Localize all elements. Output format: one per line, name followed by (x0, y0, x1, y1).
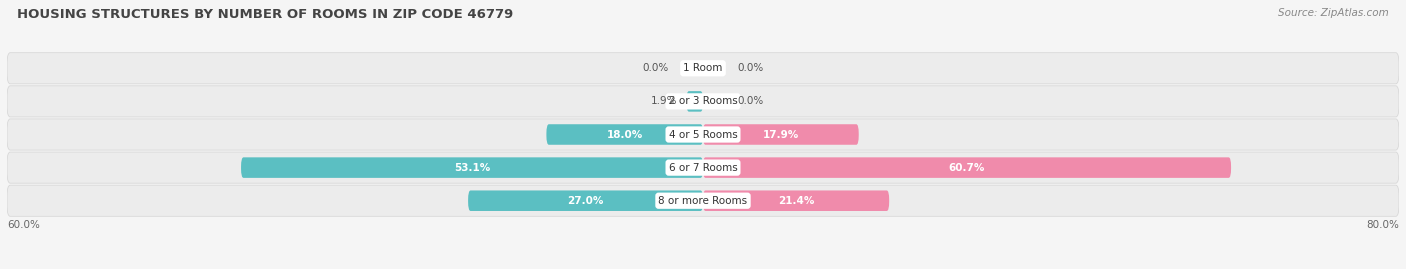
FancyBboxPatch shape (703, 157, 1232, 178)
FancyBboxPatch shape (240, 157, 703, 178)
Text: 0.0%: 0.0% (738, 63, 763, 73)
Text: 60.0%: 60.0% (7, 220, 39, 230)
FancyBboxPatch shape (703, 124, 859, 145)
Text: 1 Room: 1 Room (683, 63, 723, 73)
FancyBboxPatch shape (7, 185, 1399, 216)
FancyBboxPatch shape (7, 86, 1399, 117)
Text: 2 or 3 Rooms: 2 or 3 Rooms (669, 96, 737, 107)
Text: 4 or 5 Rooms: 4 or 5 Rooms (669, 129, 737, 140)
FancyBboxPatch shape (703, 190, 889, 211)
Text: 60.7%: 60.7% (949, 162, 986, 173)
Text: 6 or 7 Rooms: 6 or 7 Rooms (669, 162, 737, 173)
Text: 0.0%: 0.0% (643, 63, 668, 73)
Text: 53.1%: 53.1% (454, 162, 491, 173)
Text: 18.0%: 18.0% (606, 129, 643, 140)
Text: 1.9%: 1.9% (651, 96, 678, 107)
Text: 8 or more Rooms: 8 or more Rooms (658, 196, 748, 206)
Text: 17.9%: 17.9% (762, 129, 799, 140)
Text: 27.0%: 27.0% (568, 196, 603, 206)
FancyBboxPatch shape (7, 152, 1399, 183)
Text: HOUSING STRUCTURES BY NUMBER OF ROOMS IN ZIP CODE 46779: HOUSING STRUCTURES BY NUMBER OF ROOMS IN… (17, 8, 513, 21)
FancyBboxPatch shape (7, 53, 1399, 84)
Text: Source: ZipAtlas.com: Source: ZipAtlas.com (1278, 8, 1389, 18)
FancyBboxPatch shape (686, 91, 703, 112)
Text: 80.0%: 80.0% (1367, 220, 1399, 230)
Text: 0.0%: 0.0% (738, 96, 763, 107)
FancyBboxPatch shape (468, 190, 703, 211)
FancyBboxPatch shape (7, 119, 1399, 150)
FancyBboxPatch shape (547, 124, 703, 145)
Text: 21.4%: 21.4% (778, 196, 814, 206)
